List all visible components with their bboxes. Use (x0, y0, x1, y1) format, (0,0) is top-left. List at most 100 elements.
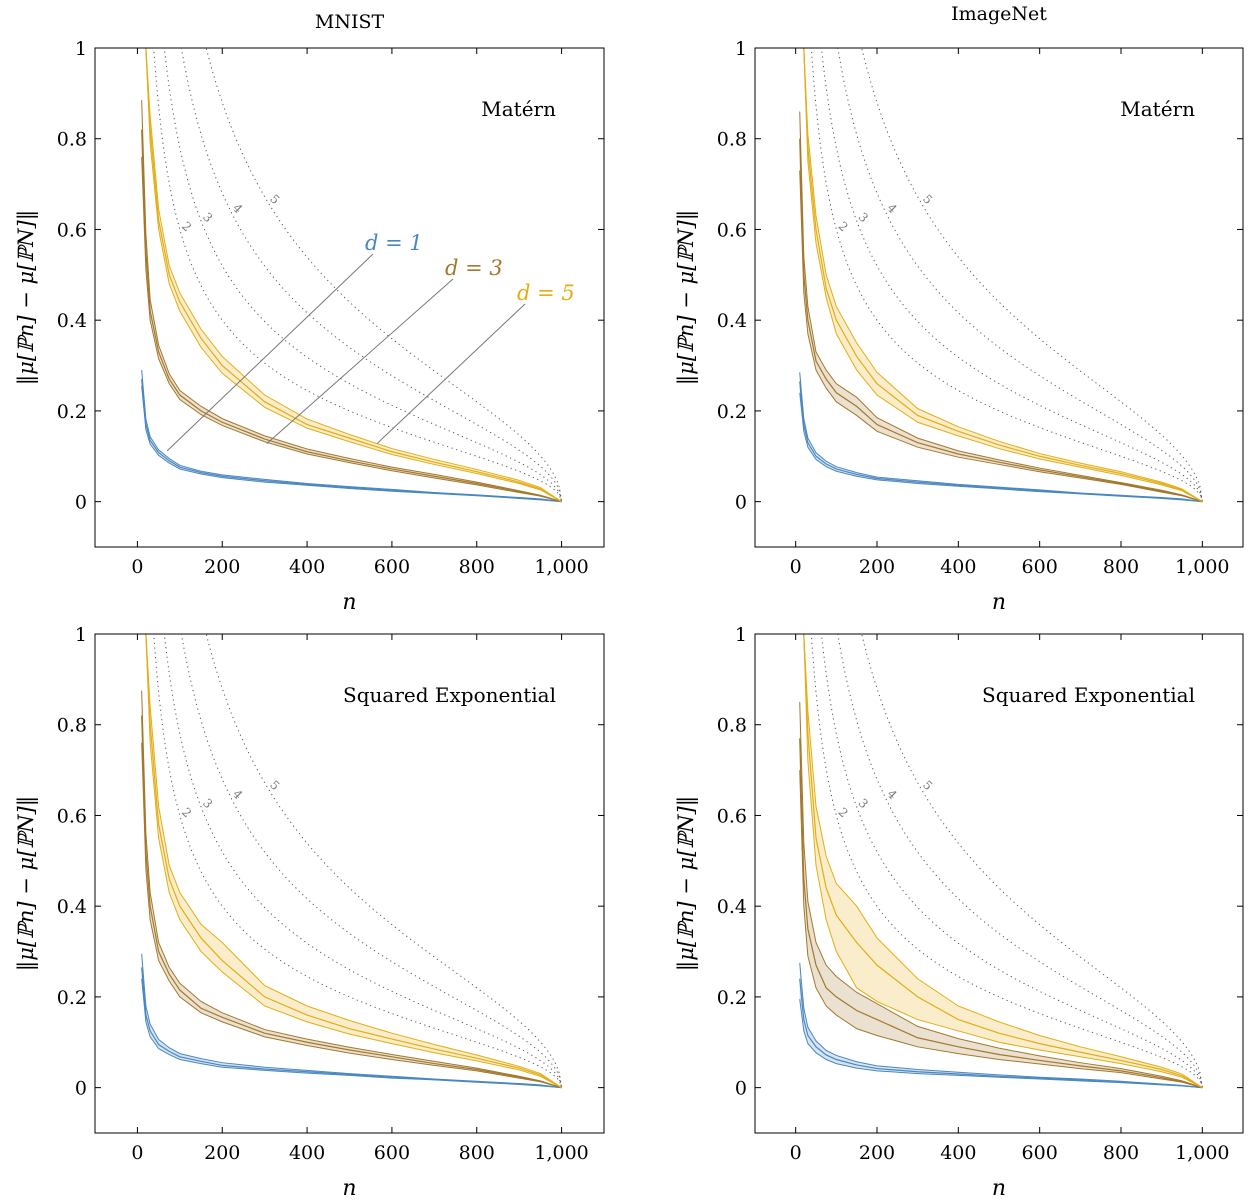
y-tick-label: 0.2 (57, 401, 87, 423)
line-d5 (803, 634, 1203, 1089)
band-d5 (145, 48, 562, 502)
y-tick-label: 0.2 (717, 987, 747, 1009)
reference-curve-label: 3 (856, 210, 871, 225)
column-title: MNIST (315, 11, 385, 33)
lower-d3 (141, 156, 562, 503)
reference-curve-5 (861, 634, 1203, 1088)
x-tick-label: 1,000 (1175, 556, 1229, 578)
upper-d5 (145, 48, 562, 503)
reference-curves (810, 48, 1203, 502)
upper-d3 (799, 702, 1203, 1089)
y-tick-label: 0.4 (717, 310, 747, 332)
reference-curve-label: 4 (230, 201, 246, 217)
upper-d3 (799, 111, 1203, 503)
reference-curve-3 (820, 48, 1203, 502)
panel-4: 234 5 0 200 400 600 800 1,000 0 0.2 0.4 0.6 0.8 1 n ‖μ[… (674, 624, 1244, 1201)
reference-curve-label: 4 (884, 787, 900, 803)
reference-curve-label: 4 (230, 787, 246, 803)
column-title: ImageNet (951, 3, 1047, 25)
y-tick-label: 0.8 (717, 715, 747, 737)
x-tick-label: 600 (374, 556, 410, 578)
upper-d3 (141, 690, 562, 1089)
y-tick-label: 0.6 (57, 805, 87, 827)
x-tick-label: 600 (1022, 556, 1058, 578)
x-tick-label: 400 (289, 1142, 325, 1164)
x-tick-label: 600 (374, 1142, 410, 1164)
kernel-label: Matérn (1120, 97, 1195, 121)
plot-frame (94, 47, 605, 548)
x-tick-label: 1,000 (1175, 1142, 1229, 1164)
x-tick-label: 1,000 (534, 556, 588, 578)
plot-frame (754, 633, 1244, 1134)
kernel-label: Matérn (481, 97, 556, 121)
line-d5 (803, 48, 1203, 503)
y-tick-label: 0.4 (57, 310, 87, 332)
x-tick-label: 0 (790, 1142, 802, 1164)
reference-curve-label: 2 (836, 805, 851, 820)
x-tick-label: 0 (131, 556, 143, 578)
lower-d3 (141, 742, 562, 1089)
kernel-label: Squared Exponential (343, 683, 556, 707)
reference-curves (153, 634, 563, 1088)
line-d1 (799, 978, 1203, 1089)
line-d3 (141, 715, 562, 1089)
y-tick-label: 0 (735, 492, 747, 514)
x-tick-label: 800 (459, 556, 495, 578)
lower-d1 (141, 385, 562, 503)
x-tick-label: 600 (1022, 1142, 1058, 1164)
line-d3 (141, 129, 562, 503)
lower-d3 (799, 170, 1203, 503)
y-tick-label: 0 (75, 492, 87, 514)
x-tick-label: 200 (859, 556, 895, 578)
reference-curve-5 (205, 634, 563, 1088)
reference-curve-label: 3 (200, 210, 215, 225)
x-tick-label: 400 (289, 556, 325, 578)
lower-d3 (799, 770, 1203, 1089)
line-d3 (799, 738, 1203, 1089)
y-axis-label: ‖μ[ℙn] − μ[ℙN]‖ (674, 796, 699, 972)
reference-curve-5 (861, 48, 1203, 502)
reference-curve-2 (153, 634, 563, 1088)
y-tick-label: 1 (735, 38, 747, 60)
y-tick-label: 0.2 (57, 987, 87, 1009)
line-d1 (799, 381, 1203, 503)
series-callouts: d = 1 d = 3 d = 5 (166, 231, 575, 452)
callout-line (266, 278, 454, 444)
line-d5 (145, 634, 562, 1089)
series-label: d = 5 (517, 281, 575, 305)
series-group (799, 634, 1203, 1089)
reference-curve-label: 2 (179, 219, 194, 234)
line-d1 (141, 967, 562, 1089)
upper-d5 (803, 634, 1203, 1089)
callout-line (376, 303, 526, 444)
x-tick-label: 800 (1103, 556, 1139, 578)
x-tick-label: 800 (1103, 1142, 1139, 1164)
x-tick-label: 200 (859, 1142, 895, 1164)
y-tick-label: 0.8 (57, 715, 87, 737)
callout-line (166, 253, 374, 452)
x-axis-label: n (992, 590, 1006, 615)
x-tick-label: 800 (459, 1142, 495, 1164)
reference-curve-4 (837, 634, 1203, 1088)
series-group (141, 48, 562, 503)
y-tick-label: 0 (735, 1078, 747, 1100)
reference-curve-4 (180, 48, 563, 502)
reference-curve-label: 2 (836, 219, 851, 234)
x-tick-label: 0 (790, 556, 802, 578)
band-d5 (803, 634, 1203, 1088)
x-tick-label: 400 (940, 1142, 976, 1164)
panel-2: 234 5 0 200 400 600 800 1,000 0 0.2 0.4 0.6 0.8 1 n ‖μ[… (674, 3, 1244, 615)
reference-curve-3 (163, 634, 563, 1088)
y-tick-label: 0.6 (57, 219, 87, 241)
y-axis-label: ‖μ[ℙn] − μ[ℙN]‖ (14, 796, 39, 972)
upper-d5 (803, 48, 1203, 503)
reference-curves (153, 48, 563, 502)
reference-curve-3 (163, 48, 563, 502)
x-axis-label: n (342, 1176, 356, 1201)
line-d3 (799, 138, 1203, 503)
plot-frame (754, 47, 1244, 548)
series-group (799, 48, 1203, 503)
y-tick-label: 1 (75, 38, 87, 60)
reference-curve-4 (837, 48, 1203, 502)
x-axis-label: n (992, 1176, 1006, 1201)
